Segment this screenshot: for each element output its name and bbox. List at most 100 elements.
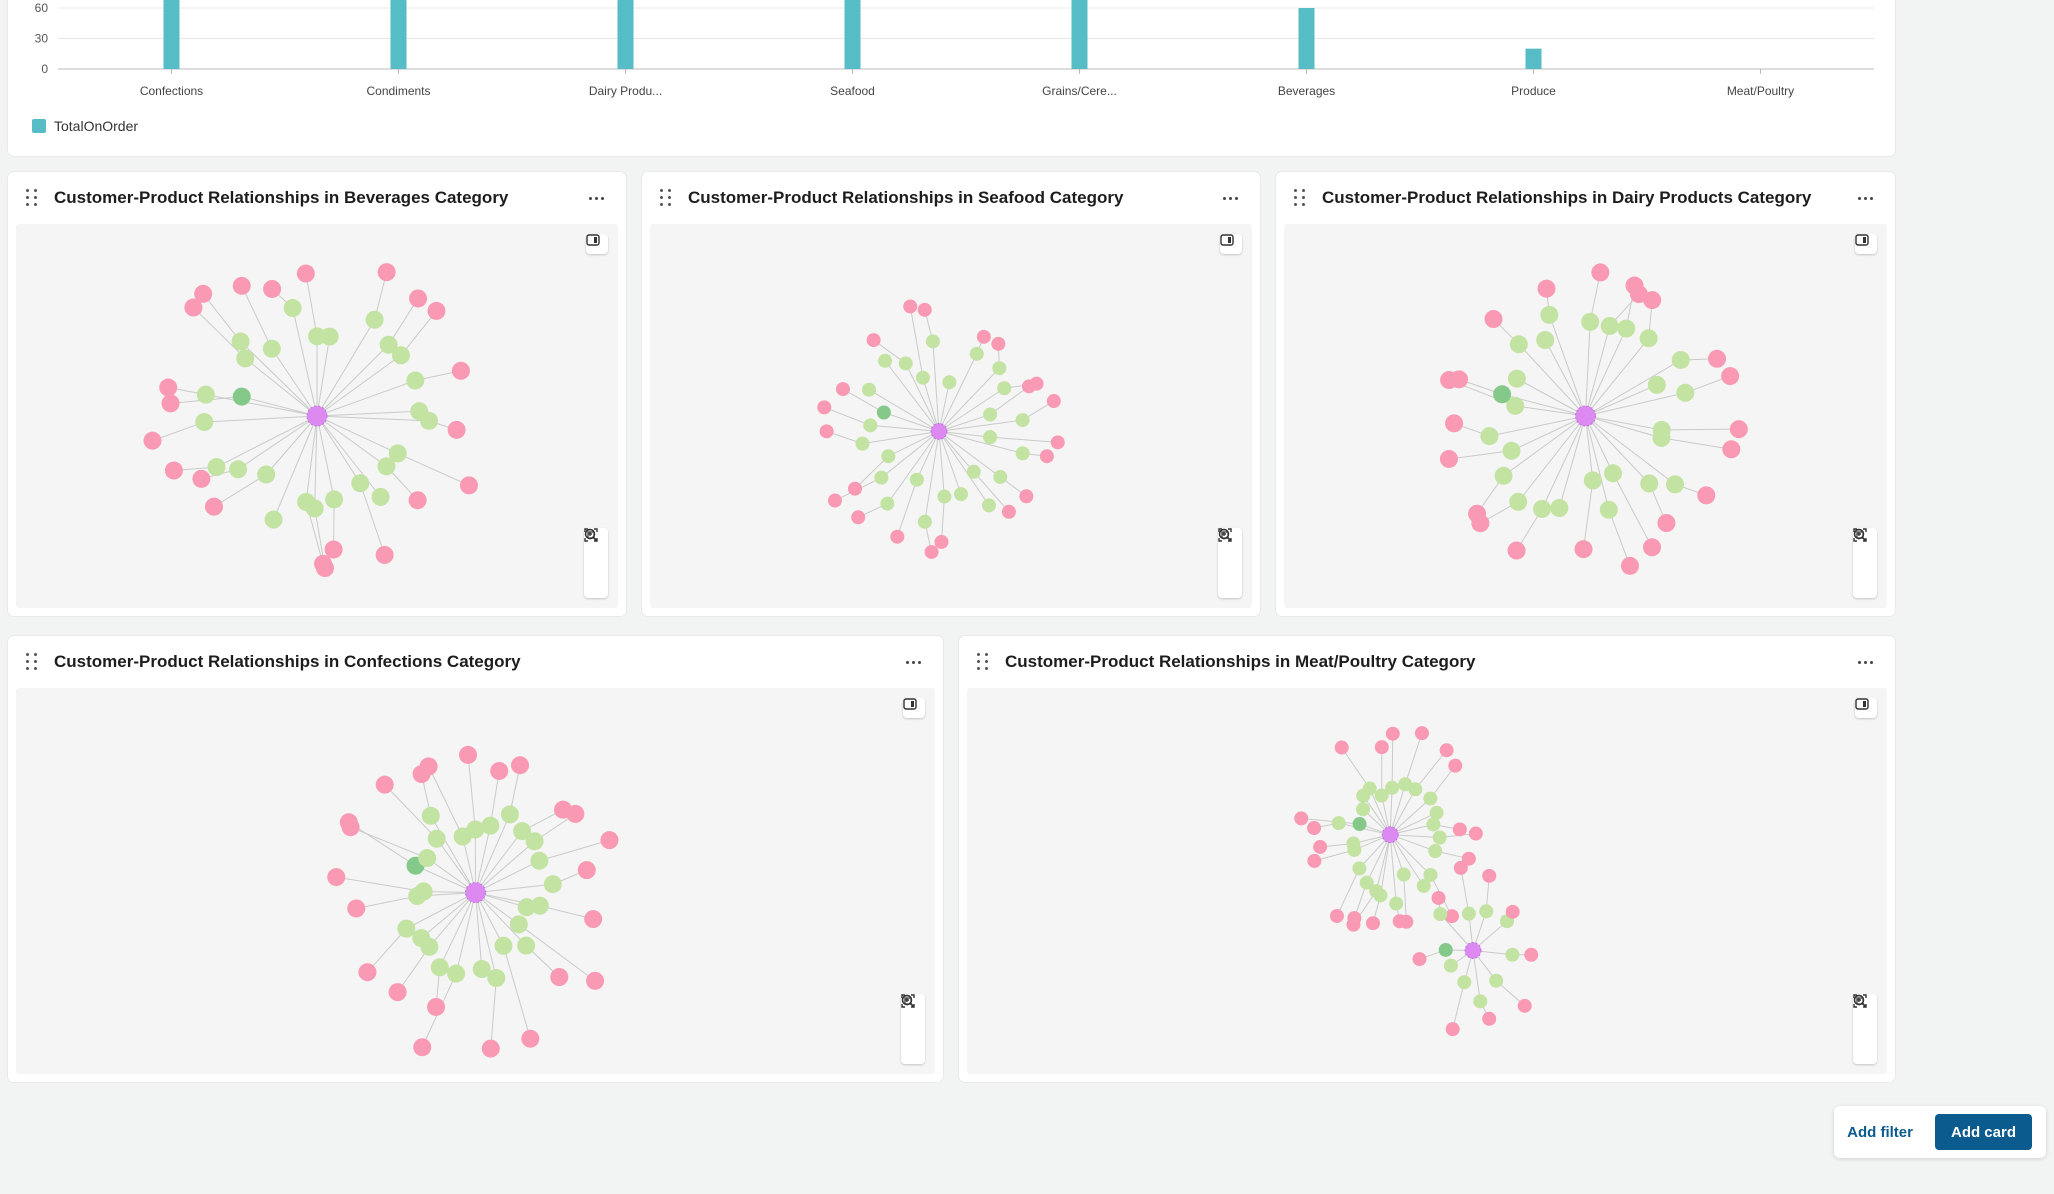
customer-node[interactable]	[375, 775, 394, 794]
product-node[interactable]	[1652, 428, 1671, 447]
customer-node[interactable]	[375, 545, 394, 564]
product-node[interactable]	[1352, 861, 1367, 876]
product-node[interactable]	[1581, 312, 1600, 331]
network-graph[interactable]	[16, 688, 935, 1074]
customer-node[interactable]	[1374, 740, 1389, 755]
product-node[interactable]	[1396, 867, 1411, 882]
product-node[interactable]	[430, 958, 449, 977]
product-node[interactable]	[915, 370, 930, 385]
customer-node[interactable]	[1347, 911, 1362, 926]
product-node[interactable]	[229, 460, 248, 479]
customer-node[interactable]	[817, 400, 832, 415]
product-node[interactable]	[1509, 335, 1528, 354]
customer-node[interactable]	[1505, 904, 1520, 919]
customer-node[interactable]	[1448, 758, 1463, 773]
product-node[interactable]	[264, 510, 283, 529]
more-options-icon[interactable]	[1853, 652, 1877, 672]
more-options-icon[interactable]	[901, 652, 925, 672]
customer-node[interactable]	[917, 302, 932, 317]
product-node[interactable]	[379, 335, 398, 354]
product-node[interactable]	[1433, 907, 1448, 922]
product-node[interactable]	[1540, 305, 1559, 324]
product-node[interactable]	[981, 498, 996, 513]
product-node[interactable]	[406, 371, 425, 390]
customer-node[interactable]	[194, 284, 213, 303]
customer-node[interactable]	[1392, 914, 1407, 929]
customer-node[interactable]	[1450, 370, 1469, 389]
customer-node[interactable]	[1643, 291, 1662, 310]
product-node[interactable]	[351, 474, 370, 493]
customer-node[interactable]	[924, 544, 939, 559]
zoom-out-icon[interactable]	[1218, 528, 1240, 573]
more-options-icon[interactable]	[584, 188, 608, 208]
customer-node[interactable]	[1412, 952, 1427, 967]
product-node[interactable]	[1369, 884, 1384, 899]
product-node[interactable]	[1600, 316, 1619, 335]
product-node[interactable]	[513, 822, 532, 841]
customer-node[interactable]	[586, 971, 605, 990]
customer-node[interactable]	[447, 420, 466, 439]
customer-node[interactable]	[1452, 822, 1467, 837]
side-panel-icon[interactable]	[1220, 234, 1242, 254]
customer-node[interactable]	[1294, 811, 1309, 826]
customer-node[interactable]	[1019, 489, 1034, 504]
customer-node[interactable]	[1445, 1022, 1460, 1037]
product-node[interactable]	[1443, 958, 1458, 973]
customer-node[interactable]	[1468, 504, 1487, 523]
customer-node[interactable]	[184, 298, 203, 317]
product-node[interactable]	[543, 875, 562, 894]
product-node[interactable]	[1583, 471, 1602, 490]
side-panel-icon[interactable]	[1855, 234, 1877, 254]
product-node[interactable]	[969, 346, 984, 361]
category-node[interactable]	[465, 882, 486, 904]
product-node[interactable]	[487, 968, 506, 987]
customer-node[interactable]	[161, 394, 180, 413]
product-node[interactable]	[231, 332, 250, 351]
product-node[interactable]	[1389, 896, 1404, 911]
customer-node[interactable]	[1722, 440, 1741, 459]
fit-view-icon[interactable]	[584, 528, 606, 596]
customer-node[interactable]	[1708, 349, 1727, 368]
customer-node[interactable]	[1729, 420, 1748, 439]
product-node[interactable]	[1494, 466, 1513, 485]
product-node[interactable]	[427, 829, 446, 848]
product-node[interactable]	[1015, 446, 1030, 461]
product-node[interactable]	[1356, 802, 1371, 817]
customer-node[interactable]	[1461, 851, 1476, 866]
product-node[interactable]	[1509, 492, 1528, 511]
product-node[interactable]	[391, 346, 410, 365]
customer-node[interactable]	[409, 289, 428, 308]
customer-node[interactable]	[866, 333, 881, 348]
product-node[interactable]	[1671, 350, 1690, 369]
customer-node[interactable]	[490, 761, 509, 780]
customer-node[interactable]	[1517, 998, 1532, 1013]
customer-node[interactable]	[192, 469, 211, 488]
product-node[interactable]	[397, 919, 416, 938]
fit-view-icon[interactable]	[1853, 994, 1875, 1062]
customer-node[interactable]	[1439, 743, 1454, 758]
customer-node[interactable]	[1439, 449, 1458, 468]
product-node[interactable]	[1599, 500, 1618, 519]
product-node[interactable]	[377, 457, 396, 476]
category-node[interactable]	[1575, 405, 1596, 427]
customer-node[interactable]	[324, 540, 343, 559]
add-filter-button[interactable]: Add filter	[1835, 1116, 1925, 1149]
bar[interactable]	[163, 0, 180, 69]
customer-node[interactable]	[511, 756, 530, 775]
bar[interactable]	[1525, 48, 1542, 69]
customer-node[interactable]	[976, 329, 991, 344]
product-node[interactable]	[917, 514, 932, 529]
zoom-out-icon[interactable]	[584, 528, 606, 573]
customer-node[interactable]	[451, 361, 470, 380]
product-node[interactable]	[1507, 369, 1526, 388]
product-node[interactable]	[371, 487, 390, 506]
product-node[interactable]	[1550, 499, 1569, 518]
product-node[interactable]	[447, 964, 466, 983]
customer-node[interactable]	[1307, 821, 1322, 836]
product-node[interactable]	[365, 310, 384, 329]
product-node[interactable]	[418, 849, 437, 868]
category-node[interactable]	[1464, 941, 1482, 959]
product-node[interactable]	[898, 356, 913, 371]
product-node[interactable]	[1423, 791, 1438, 806]
product-node[interactable]	[1438, 942, 1453, 957]
